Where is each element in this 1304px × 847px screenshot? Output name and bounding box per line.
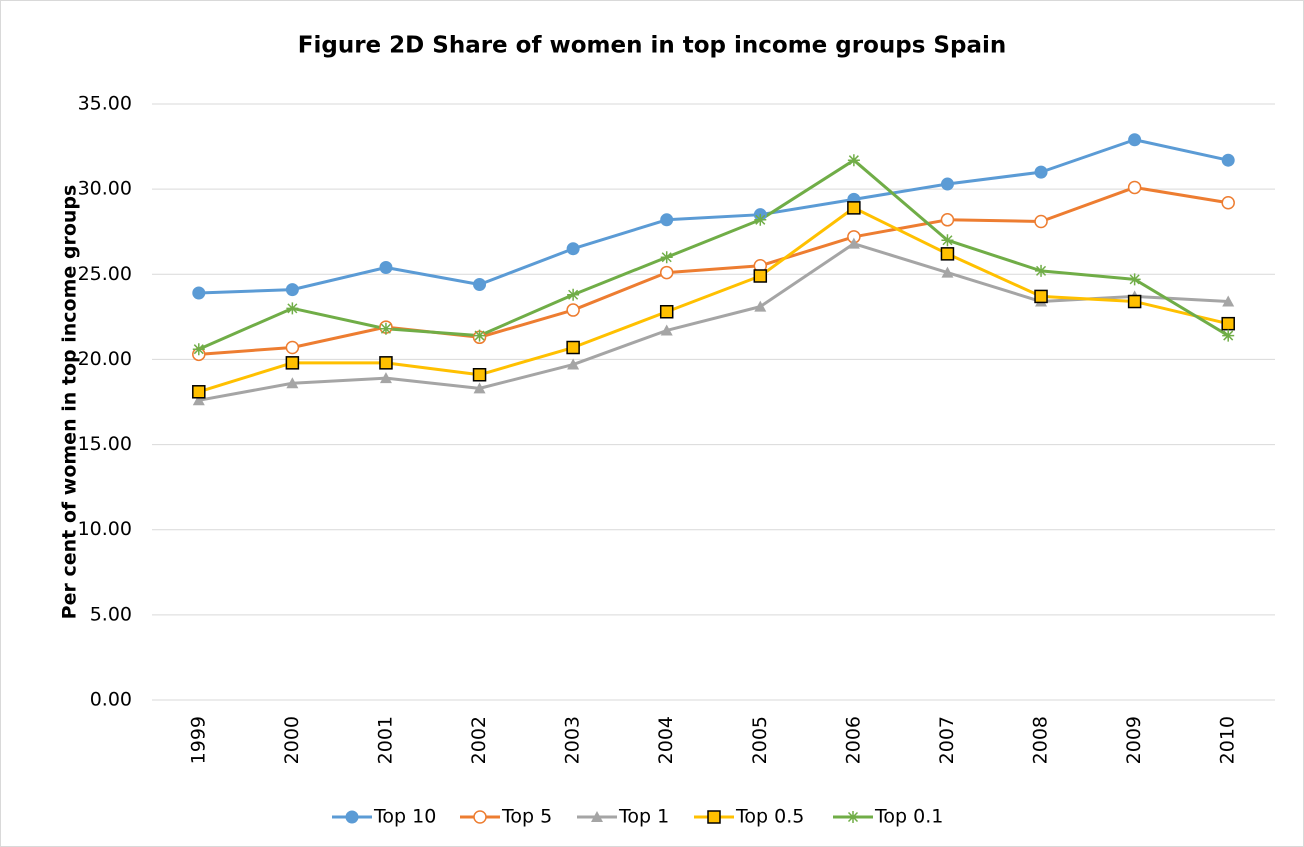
marker (566, 242, 580, 256)
x-tick-label: 2003 (562, 716, 584, 764)
marker (192, 385, 206, 399)
marker (660, 213, 674, 227)
marker (192, 286, 206, 300)
chart-title: Figure 2D Share of women in top income g… (298, 33, 1006, 59)
marker (659, 304, 674, 319)
y-tick-label: 20.00 (78, 348, 132, 370)
series-line (198, 158, 1229, 351)
marker (660, 324, 673, 336)
legend-label: Top 1 (618, 806, 669, 828)
marker (1128, 273, 1141, 286)
y-tick-label: 0.00 (90, 689, 132, 711)
x-tick-label: 2008 (1030, 716, 1052, 764)
legend-marker (345, 810, 359, 824)
marker (1221, 196, 1235, 210)
legend-label: Top 5 (501, 806, 552, 828)
marker (1034, 289, 1048, 304)
y-tick-label: 10.00 (78, 518, 132, 540)
marker (847, 201, 861, 215)
series-line (198, 242, 1229, 402)
series-line (198, 185, 1229, 356)
legend-label: Top 0.1 (874, 806, 943, 828)
marker (192, 394, 205, 406)
marker (1127, 180, 1142, 195)
y-tick-label: 25.00 (78, 263, 132, 285)
x-tick-label: 2001 (374, 716, 396, 764)
marker (753, 269, 768, 283)
marker (286, 302, 299, 315)
marker (473, 382, 486, 394)
marker (473, 278, 487, 292)
marker (566, 340, 580, 355)
marker (754, 213, 767, 226)
marker (1034, 214, 1048, 229)
marker (567, 358, 580, 370)
legend-label: Top 10 (373, 806, 436, 828)
x-tick-label: 2006 (842, 716, 864, 764)
y-tick-label: 5.00 (90, 603, 132, 625)
marker (379, 260, 393, 274)
marker (940, 177, 954, 191)
marker (285, 340, 300, 355)
marker (285, 283, 299, 297)
marker (659, 265, 674, 280)
marker (472, 368, 487, 382)
x-tick-label: 2002 (468, 716, 490, 764)
marker (940, 213, 955, 227)
y-tick-label: 35.00 (78, 93, 132, 115)
marker (1035, 264, 1048, 277)
x-tick-label: 2000 (281, 716, 303, 764)
marker (940, 247, 955, 261)
x-tick-label: 2009 (1123, 716, 1145, 764)
marker (1221, 153, 1235, 167)
marker (473, 329, 486, 342)
y-tick-label: 30.00 (78, 178, 132, 200)
legend-label: Top 0.5 (735, 806, 804, 828)
x-tick-label: 2007 (936, 716, 958, 764)
marker (286, 377, 299, 389)
marker (379, 356, 393, 370)
marker (192, 343, 205, 356)
marker (379, 372, 392, 384)
marker (754, 300, 767, 312)
marker (567, 288, 580, 301)
x-tick-label: 1999 (187, 716, 209, 764)
marker (1221, 316, 1235, 331)
x-tick-label: 2010 (1217, 716, 1239, 764)
marker (285, 356, 300, 370)
marker (1222, 329, 1235, 342)
legend: Top 10 Top 5 Top 1 Top 0.5 Top 0.1 (332, 806, 943, 828)
series-line (198, 206, 1229, 394)
marker (566, 303, 580, 317)
marker (847, 154, 860, 167)
x-tick-label: 2005 (749, 716, 771, 764)
legend-marker (847, 811, 859, 823)
y-axis-title: Per cent of women in top income groups (59, 185, 81, 620)
marker (941, 234, 954, 247)
marker (1128, 133, 1142, 147)
legend-marker (707, 810, 721, 824)
marker (379, 322, 392, 335)
marker (1127, 294, 1142, 309)
legend-marker (473, 810, 487, 824)
marker (1034, 165, 1048, 179)
legend-marker (591, 811, 603, 822)
marker (941, 266, 954, 278)
marker (1222, 295, 1235, 307)
marker (847, 237, 860, 249)
y-tick-label: 15.00 (78, 433, 132, 455)
marker (660, 251, 673, 264)
x-tick-label: 2004 (655, 716, 677, 764)
series-line (198, 138, 1229, 295)
